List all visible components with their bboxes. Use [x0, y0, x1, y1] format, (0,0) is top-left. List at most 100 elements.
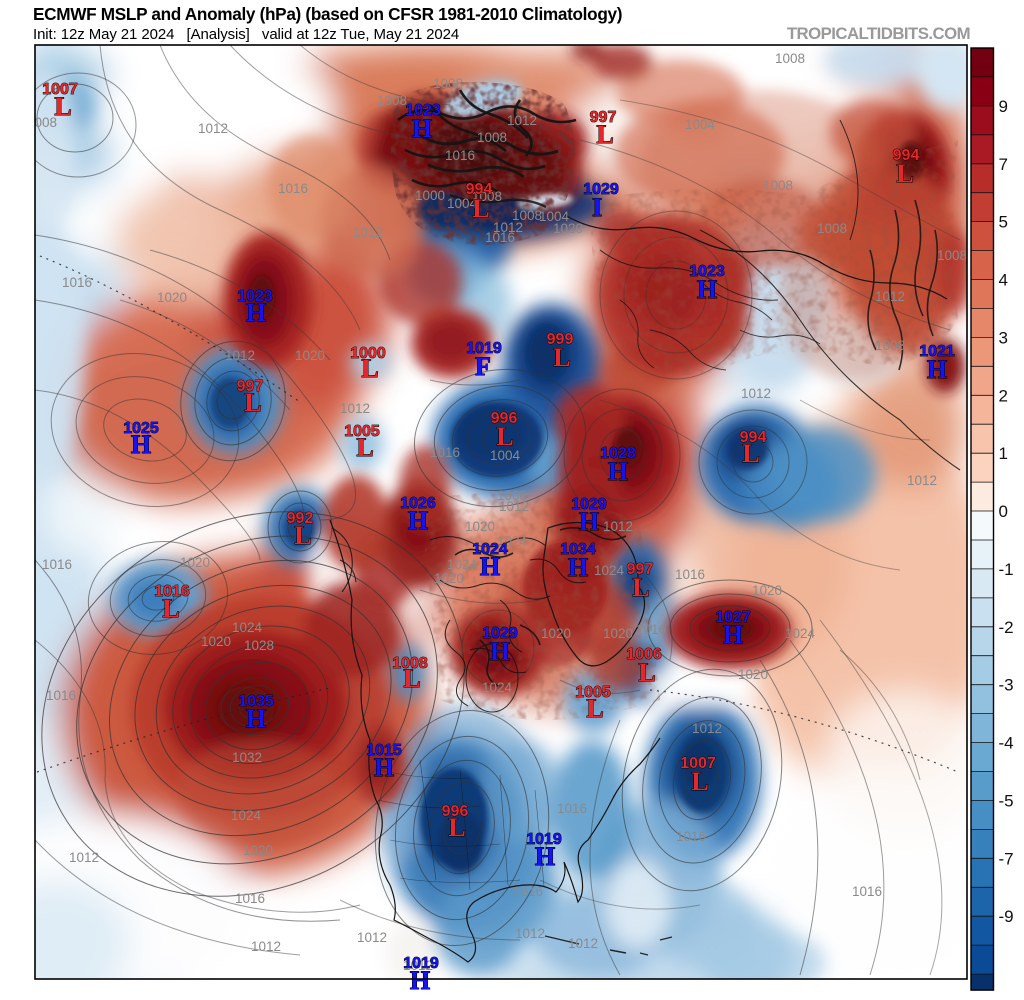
svg-text:1024: 1024: [447, 557, 478, 572]
svg-text:1029: 1029: [583, 181, 619, 198]
svg-text:L: L: [742, 439, 759, 468]
svg-text:1029: 1029: [482, 625, 518, 642]
svg-text:1008: 1008: [937, 248, 967, 263]
svg-text:4: 4: [999, 271, 1008, 290]
svg-text:1020: 1020: [603, 626, 633, 641]
svg-text:1008: 1008: [392, 655, 428, 672]
svg-text:F: F: [475, 352, 491, 381]
svg-text:1012: 1012: [907, 473, 937, 488]
svg-text:1012: 1012: [515, 926, 545, 941]
svg-text:0: 0: [999, 502, 1008, 521]
svg-text:1007: 1007: [42, 81, 78, 98]
svg-text:1026: 1026: [400, 495, 436, 512]
svg-text:1008: 1008: [377, 93, 407, 108]
svg-text:1020: 1020: [201, 634, 231, 649]
svg-text:L: L: [356, 433, 373, 462]
svg-text:L: L: [632, 573, 649, 602]
svg-text:1005: 1005: [575, 684, 611, 701]
svg-text:L: L: [54, 92, 71, 121]
svg-text:H: H: [697, 275, 717, 304]
svg-text:1021: 1021: [919, 343, 955, 360]
svg-text:H: H: [568, 553, 588, 582]
svg-text:997: 997: [627, 561, 654, 578]
svg-text:1016: 1016: [557, 801, 587, 816]
svg-text:1034: 1034: [560, 541, 596, 558]
svg-text:994: 994: [740, 429, 767, 446]
svg-text:1000: 1000: [350, 345, 386, 362]
svg-text:1024: 1024: [785, 626, 816, 641]
svg-text:2: 2: [999, 386, 1008, 405]
svg-text:7: 7: [999, 155, 1008, 174]
svg-text:L: L: [403, 664, 420, 693]
svg-text:992: 992: [287, 510, 314, 527]
svg-text:1007: 1007: [680, 755, 716, 772]
svg-text:H: H: [490, 637, 510, 666]
svg-text:L: L: [361, 354, 378, 383]
svg-text:1025: 1025: [123, 420, 159, 437]
svg-text:H: H: [579, 507, 599, 536]
svg-text:H: H: [927, 355, 947, 384]
svg-text:I: I: [592, 193, 602, 222]
svg-text:H: H: [246, 704, 266, 733]
svg-text:1008: 1008: [433, 76, 463, 91]
svg-text:-7: -7: [999, 849, 1014, 868]
svg-text:1023: 1023: [405, 102, 441, 119]
svg-text:1: 1: [999, 444, 1008, 463]
svg-text:1019: 1019: [403, 955, 439, 972]
svg-text:997: 997: [590, 109, 617, 126]
svg-text:1020: 1020: [553, 221, 583, 236]
svg-text:H: H: [408, 506, 428, 535]
svg-text:1008: 1008: [477, 130, 507, 145]
svg-text:L: L: [896, 159, 913, 188]
svg-text:1008: 1008: [472, 189, 502, 204]
svg-text:1008: 1008: [875, 338, 905, 353]
svg-text:1004: 1004: [539, 209, 570, 224]
svg-text:L: L: [596, 120, 613, 149]
svg-text:1006: 1006: [626, 646, 662, 663]
svg-text:1016: 1016: [445, 148, 475, 163]
svg-text:1035: 1035: [238, 693, 274, 710]
svg-text:1027: 1027: [715, 609, 751, 626]
svg-text:997: 997: [237, 378, 264, 395]
svg-text:1024: 1024: [594, 563, 625, 578]
svg-text:1024: 1024: [497, 534, 528, 549]
svg-text:1016: 1016: [430, 445, 460, 460]
svg-text:1012: 1012: [251, 939, 281, 954]
svg-text:-1: -1: [999, 560, 1014, 579]
svg-text:1004: 1004: [490, 448, 521, 463]
svg-text:L: L: [472, 194, 489, 223]
svg-text:L: L: [496, 422, 513, 451]
svg-text:1015: 1015: [366, 742, 402, 759]
svg-text:1016: 1016: [676, 829, 706, 844]
svg-text:1019: 1019: [526, 831, 562, 848]
svg-text:1012: 1012: [357, 930, 387, 945]
svg-text:1012: 1012: [198, 121, 228, 136]
svg-text:1020: 1020: [434, 571, 464, 586]
svg-text:1024: 1024: [232, 620, 263, 635]
svg-text:L: L: [162, 594, 179, 623]
svg-text:1020: 1020: [738, 667, 768, 682]
svg-text:H: H: [374, 753, 394, 782]
svg-text:L: L: [294, 521, 311, 550]
svg-text:1016: 1016: [42, 557, 72, 572]
svg-text:1016: 1016: [675, 567, 705, 582]
svg-text:1012: 1012: [493, 220, 523, 235]
svg-text:1029: 1029: [571, 496, 607, 513]
svg-text:1004: 1004: [447, 196, 478, 211]
svg-text:1012: 1012: [741, 386, 771, 401]
svg-text:5: 5: [999, 213, 1008, 232]
svg-text:1004: 1004: [685, 117, 716, 132]
svg-text:1012: 1012: [603, 519, 633, 534]
svg-text:1032: 1032: [232, 750, 262, 765]
svg-text:1008: 1008: [817, 221, 847, 236]
svg-text:1012: 1012: [403, 958, 433, 973]
svg-text:1012: 1012: [507, 113, 537, 128]
svg-text:H: H: [480, 552, 500, 581]
svg-text:1008: 1008: [775, 51, 805, 66]
svg-text:996: 996: [491, 410, 518, 427]
svg-text:-2: -2: [999, 618, 1014, 637]
svg-text:L: L: [553, 343, 570, 372]
svg-text:H: H: [131, 430, 151, 459]
svg-text:1028: 1028: [244, 638, 274, 653]
svg-text:996: 996: [442, 803, 469, 820]
